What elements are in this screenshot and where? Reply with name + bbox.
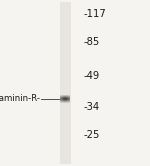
- Bar: [65, 97, 66, 98]
- Bar: [66, 95, 67, 96]
- Text: -34: -34: [83, 102, 99, 112]
- Bar: [60, 95, 61, 96]
- Bar: [61, 96, 62, 97]
- Bar: [68, 98, 69, 99]
- Bar: [65, 99, 66, 100]
- Bar: [65, 96, 66, 97]
- Bar: [68, 100, 69, 101]
- Bar: [67, 97, 68, 98]
- Bar: [69, 97, 70, 98]
- Bar: [63, 95, 64, 96]
- Bar: [65, 98, 66, 99]
- Bar: [61, 98, 62, 99]
- Bar: [69, 95, 70, 96]
- Bar: [62, 97, 63, 98]
- Bar: [67, 95, 68, 96]
- Bar: [66, 97, 67, 98]
- Bar: [68, 101, 69, 102]
- Bar: [61, 98, 62, 99]
- Bar: [61, 99, 62, 100]
- Bar: [61, 95, 62, 96]
- Bar: [69, 102, 70, 103]
- Bar: [64, 96, 65, 97]
- Bar: [67, 101, 68, 102]
- Bar: [68, 99, 69, 100]
- Bar: [61, 97, 62, 98]
- Bar: [66, 102, 67, 103]
- Bar: [63, 101, 64, 102]
- Bar: [63, 97, 64, 98]
- Bar: [61, 101, 62, 102]
- Bar: [60, 2, 71, 164]
- Bar: [66, 98, 67, 99]
- Bar: [62, 101, 63, 102]
- Bar: [66, 96, 67, 97]
- Text: -85: -85: [83, 37, 99, 47]
- Bar: [62, 96, 63, 97]
- Bar: [61, 102, 62, 103]
- Bar: [68, 95, 69, 96]
- Bar: [61, 96, 62, 97]
- Text: -25: -25: [83, 130, 100, 140]
- Bar: [63, 99, 64, 100]
- Bar: [64, 101, 65, 102]
- Bar: [64, 100, 65, 101]
- Bar: [64, 95, 65, 96]
- Bar: [61, 102, 62, 103]
- Bar: [63, 102, 64, 103]
- Bar: [61, 95, 62, 96]
- Bar: [67, 98, 68, 99]
- Bar: [61, 99, 62, 100]
- Bar: [60, 96, 61, 97]
- Bar: [62, 102, 63, 103]
- Bar: [65, 101, 66, 102]
- Bar: [62, 99, 63, 100]
- Bar: [65, 102, 66, 103]
- Bar: [65, 95, 66, 96]
- Bar: [62, 100, 63, 101]
- Bar: [64, 99, 65, 100]
- Bar: [61, 97, 62, 98]
- Bar: [66, 99, 67, 100]
- Bar: [62, 98, 63, 99]
- Bar: [69, 98, 70, 99]
- Bar: [60, 97, 61, 98]
- Bar: [60, 101, 61, 102]
- Bar: [61, 101, 62, 102]
- Bar: [69, 96, 70, 97]
- Bar: [66, 101, 67, 102]
- Bar: [68, 97, 69, 98]
- Bar: [67, 100, 68, 101]
- Bar: [64, 98, 65, 99]
- Bar: [65, 100, 66, 101]
- Bar: [60, 102, 61, 103]
- Bar: [69, 101, 70, 102]
- Bar: [66, 100, 67, 101]
- Bar: [60, 98, 61, 99]
- Bar: [68, 102, 69, 103]
- Text: -117: -117: [83, 9, 106, 19]
- Bar: [64, 97, 65, 98]
- Text: Laminin-R-: Laminin-R-: [0, 94, 40, 103]
- Bar: [67, 102, 68, 103]
- Bar: [67, 96, 68, 97]
- Text: -49: -49: [83, 71, 99, 81]
- Bar: [63, 98, 64, 99]
- Bar: [60, 99, 61, 100]
- Bar: [67, 99, 68, 100]
- Bar: [60, 100, 61, 101]
- Bar: [68, 96, 69, 97]
- Bar: [61, 100, 62, 101]
- Bar: [63, 100, 64, 101]
- Bar: [64, 102, 65, 103]
- Bar: [62, 95, 63, 96]
- Bar: [61, 100, 62, 101]
- Bar: [69, 100, 70, 101]
- Bar: [69, 99, 70, 100]
- Bar: [63, 96, 64, 97]
